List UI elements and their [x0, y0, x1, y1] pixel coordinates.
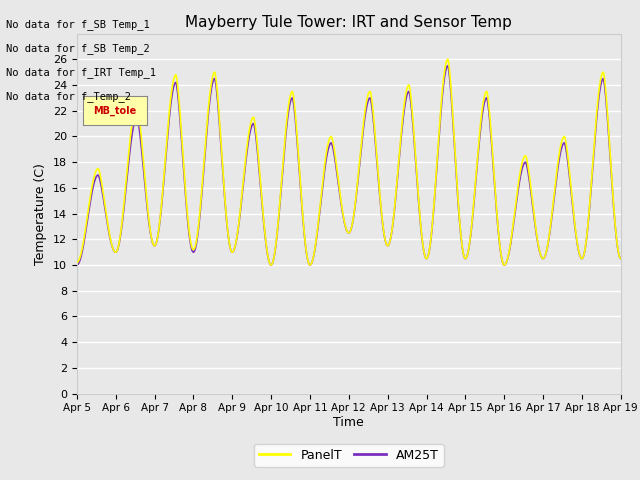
Text: No data for f_SB Temp_1: No data for f_SB Temp_1 — [6, 19, 150, 30]
AM25T — [551, 188, 559, 194]
Text: No data for f_SB Temp_2: No data for f_SB Temp_2 — [6, 43, 150, 54]
AM25T — [379, 219, 387, 225]
Line: AM25T: AM25T — [77, 66, 621, 265]
AM25T — [616, 255, 624, 261]
AM25T — [73, 262, 81, 268]
PanelT — [500, 262, 508, 268]
PanelT — [481, 91, 489, 96]
PanelT — [444, 57, 452, 62]
PanelT — [321, 160, 329, 166]
Title: Mayberry Tule Tower: IRT and Sensor Temp: Mayberry Tule Tower: IRT and Sensor Temp — [186, 15, 512, 30]
AM25T — [567, 184, 575, 190]
AM25T — [481, 97, 489, 103]
PanelT — [617, 256, 625, 262]
Text: MB_tole: MB_tole — [93, 105, 137, 116]
PanelT — [617, 256, 625, 262]
Text: No data for f_Temp_2: No data for f_Temp_2 — [6, 91, 131, 102]
PanelT — [73, 260, 81, 265]
Y-axis label: Temperature (C): Temperature (C) — [35, 163, 47, 264]
AM25T — [617, 256, 625, 262]
Text: No data for f_IRT Temp_1: No data for f_IRT Temp_1 — [6, 67, 156, 78]
AM25T — [444, 63, 452, 69]
Legend: PanelT, AM25T: PanelT, AM25T — [254, 444, 444, 467]
AM25T — [321, 165, 329, 171]
X-axis label: Time: Time — [333, 416, 364, 429]
PanelT — [567, 182, 575, 188]
Line: PanelT: PanelT — [77, 60, 621, 265]
PanelT — [551, 182, 559, 188]
PanelT — [379, 218, 387, 224]
